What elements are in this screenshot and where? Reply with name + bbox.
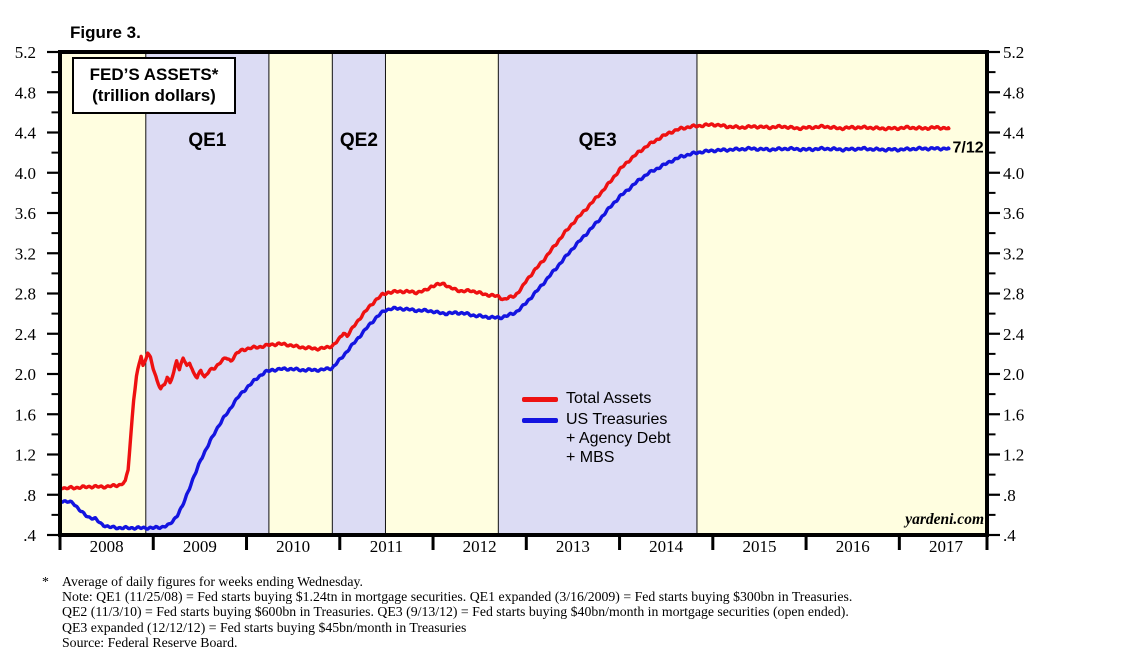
y-axis-label-right: 1.2 — [1003, 446, 1024, 465]
y-axis-label-right: 4.4 — [1003, 124, 1025, 143]
y-axis-label-right: 4.8 — [1003, 83, 1024, 102]
legend-label-treasuries-1: US Treasuries — [566, 411, 668, 428]
y-axis-label-left: 1.2 — [15, 446, 36, 465]
x-axis-year-label: 2011 — [370, 537, 403, 556]
footnote-line: Note: QE1 (11/25/08) = Fed starts buying… — [62, 589, 853, 605]
y-axis-label-left: 4.4 — [15, 124, 37, 143]
x-axis-year-label: 2008 — [90, 537, 124, 556]
x-axis-year-label: 2013 — [556, 537, 590, 556]
x-axis-year-label: 2010 — [276, 537, 310, 556]
series-line-us-treasuries-agency-debt-mbs — [62, 145, 951, 531]
y-axis-label-right: 2.4 — [1003, 325, 1025, 344]
x-axis-year-label: 2012 — [463, 537, 497, 556]
qe-band-label: QE3 — [579, 130, 617, 151]
y-axis-label-right: 3.2 — [1003, 244, 1024, 263]
legend-swatch-total-assets — [522, 397, 558, 402]
legend-label-treasuries-3: + MBS — [566, 449, 615, 466]
footnote-marker: * — [42, 574, 49, 589]
chart-title-box: FED’S ASSETS* (trillion dollars) — [72, 57, 236, 114]
x-axis-year-label: 2014 — [649, 537, 684, 556]
y-axis-label-left: 3.6 — [15, 204, 36, 223]
qe-band-label: QE1 — [188, 130, 226, 151]
footnote: * Average of daily figures for weeks end… — [42, 574, 852, 650]
y-axis-label-right: 4.0 — [1003, 164, 1024, 183]
x-axis-year-label: 2016 — [836, 537, 870, 556]
y-axis-label-right: 1.6 — [1003, 405, 1024, 424]
y-axis-label-left: 1.6 — [15, 405, 36, 424]
y-axis-label-left: 2.0 — [15, 365, 36, 384]
y-axis-label-right: 2.8 — [1003, 285, 1024, 304]
y-axis-label-right: 3.6 — [1003, 204, 1024, 223]
qe-band-label: QE2 — [340, 130, 378, 151]
y-axis-label-left: 2.8 — [15, 285, 36, 304]
y-axis-label-left: .4 — [23, 526, 36, 545]
y-axis-label-right: .4 — [1003, 526, 1016, 545]
legend-label-total-assets: Total Assets — [566, 390, 652, 407]
figure-label: Figure 3. — [70, 23, 141, 42]
x-axis-year-label: 2015 — [742, 537, 776, 556]
y-axis-label-left: 4.8 — [15, 83, 36, 102]
qe-band-qe2 — [332, 52, 386, 535]
footnote-line: QE2 (11/3/10) = Fed starts buying $600bn… — [62, 604, 849, 620]
watermark: yardeni.com — [905, 511, 984, 528]
footnote-line: Source: Federal Reserve Board. — [62, 634, 238, 650]
qe-band-qe1 — [145, 52, 269, 535]
x-axis-year-label: 2009 — [183, 537, 217, 556]
y-axis-label-left: 5.2 — [15, 43, 36, 62]
y-axis-label-right: 2.0 — [1003, 365, 1024, 384]
y-axis-label-left: 4.0 — [15, 164, 36, 183]
footnote-line: QE3 expanded (12/12/12) = Fed starts buy… — [62, 619, 467, 635]
y-axis-label-left: 2.4 — [15, 325, 37, 344]
chart-title-line2: (trillion dollars) — [92, 86, 216, 105]
series-end-date-label: 7/12 — [952, 140, 983, 157]
y-axis-label-left: .8 — [23, 486, 36, 505]
footnote-line: Average of daily figures for weeks endin… — [62, 574, 363, 589]
legend: Total Assets US Treasuries + Agency Debt… — [521, 390, 751, 470]
chart-title-line1: FED’S ASSETS* — [89, 65, 219, 84]
plot-frame — [58, 50, 989, 537]
series-line-total-assets — [62, 122, 951, 491]
y-axis-label-right: 5.2 — [1003, 43, 1024, 62]
y-axis-label-left: 3.2 — [15, 244, 36, 263]
y-axis-label-right: .8 — [1003, 486, 1016, 505]
qe-band-qe3 — [498, 52, 697, 535]
x-axis-year-label: 2017 — [929, 537, 964, 556]
legend-swatch-treasuries — [522, 418, 558, 423]
legend-label-treasuries-2: + Agency Debt — [566, 430, 671, 447]
